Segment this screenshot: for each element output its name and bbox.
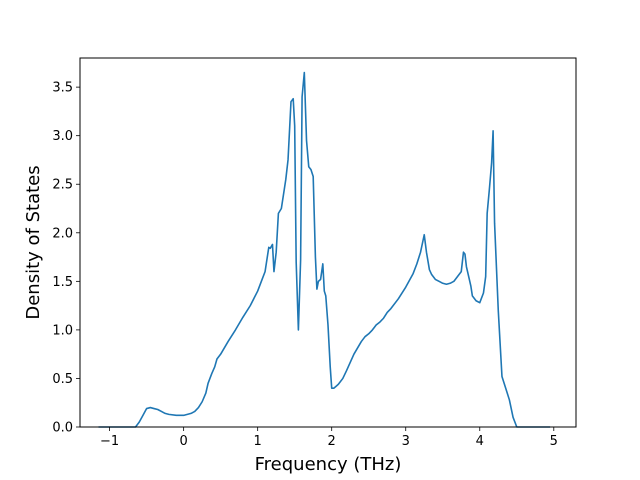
x-tick-label: 4 [476, 434, 484, 449]
x-tick-label: 3 [402, 434, 410, 449]
x-axis: −1 0 1 2 3 4 5 [100, 427, 558, 449]
plot-area [98, 71, 551, 428]
x-tick-label: 5 [550, 434, 558, 449]
x-axis-label: Frequency (THz) [255, 454, 402, 475]
x-tick-label: −1 [100, 434, 119, 449]
y-tick-label: 2.5 [52, 178, 73, 193]
y-tick-label: 1.5 [52, 275, 73, 290]
y-tick-label: 0.0 [52, 421, 73, 436]
y-axis-label: Density of States [23, 165, 44, 319]
y-tick-label: 3.0 [52, 129, 73, 144]
dos-series-line [98, 71, 551, 428]
axes-frame [79, 57, 577, 428]
x-tick-label: 0 [180, 434, 188, 449]
y-tick-label: 1.0 [52, 323, 73, 338]
y-tick-label: 0.5 [52, 372, 73, 387]
y-axis: 0.0 0.5 1.0 1.5 2.0 2.5 3.0 3.5 [52, 81, 80, 436]
x-tick-label: 2 [328, 434, 336, 449]
y-tick-label: 3.5 [52, 81, 73, 96]
y-tick-label: 2.0 [52, 226, 73, 241]
x-tick-label: 1 [254, 434, 262, 449]
